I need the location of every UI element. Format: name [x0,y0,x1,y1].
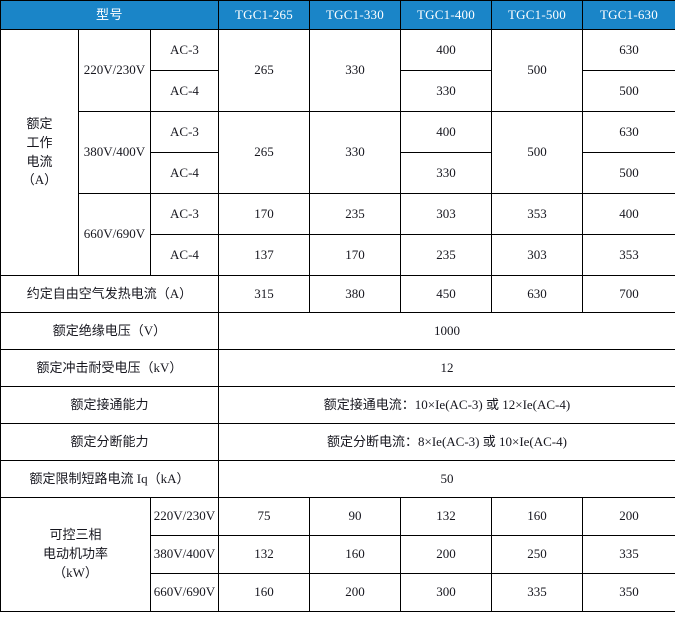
duty-label-ac3-660v: AC-3 [150,193,219,235]
motor-power-label-line-3: （kW） [53,564,98,580]
row-motor-power-220v: 可控三相 电动机功率 （kW） 220V/230V 75 90 132 160 … [0,497,675,612]
duty-label-ac3-380v: AC-3 [150,111,219,153]
motor-power-380v-tgc1-265: 132 [218,535,310,574]
cell-380v-tgc1-500: 500 [491,111,583,194]
rated-current-label-line-4: （A） [21,172,58,188]
motor-power-660v-tgc1-400: 300 [400,573,492,612]
row-rated-conditional-short-circuit-current: 额定限制短路电流 Iq（kA） 50 [0,460,675,498]
short-circuit-current-value: 50 [218,460,675,498]
motor-power-220v-tgc1-400: 132 [400,497,492,536]
thermal-current-tgc1-400: 450 [400,275,492,313]
row-rated-current-380v-ac3: 380V/400V AC-3 265 330 400 500 630 [1,111,675,194]
cell-220v-tgc1-500: 500 [491,29,583,112]
spec-label-breaking-capacity: 额定分断能力 [0,423,219,461]
row-motor-power-380v: 380V/400V 132 160 200 250 335 [1,535,675,574]
duty-label-ac4-380v: AC-4 [150,152,219,194]
motor-power-220v-tgc1-500: 160 [491,497,583,536]
voltage-label-660v: 660V/690V [78,193,151,276]
motor-power-220v-tgc1-630: 200 [582,497,675,536]
rated-current-label-line-1: 额定 [26,115,53,131]
row-rated-current-220v-ac3: 额定 工作 电流 （A） 220V/230V AC-3 265 330 400 … [0,29,675,276]
cell-660v-ac4-tgc1-265: 137 [218,234,310,276]
motor-power-380v-tgc1-330: 160 [309,535,401,574]
motor-power-label-line-1: 可控三相 [49,527,102,543]
impulse-voltage-value: 12 [218,349,675,387]
header-model-label: 型号 [0,0,219,30]
motor-voltage-label-380v: 380V/400V [150,535,219,574]
row-rated-impulse-withstand-voltage: 额定冲击耐受电压（kV） 12 [0,349,675,387]
row-rated-insulation-voltage: 额定绝缘电压（V） 1000 [0,312,675,350]
motor-power-660v-tgc1-330: 200 [309,573,401,612]
cell-660v-ac3-tgc1-400: 303 [400,193,492,235]
motor-power-label-line-2: 电动机功率 [42,546,108,562]
cell-220v-tgc1-265: 265 [218,29,310,112]
cell-220v-ac4-tgc1-400: 330 [400,70,492,112]
motor-power-220v-tgc1-330: 90 [309,497,401,536]
row-rated-breaking-capacity: 额定分断能力 额定分断电流：8×Ie(AC-3) 或 10×Ie(AC-4) [0,423,675,461]
row-rated-current-660v-ac3: 660V/690V AC-3 170 235 303 353 400 [1,193,675,276]
cell-220v-ac3-tgc1-400: 400 [400,29,492,71]
row-rated-current-660v-ac4: AC-4 137 170 235 303 353 [1,234,675,276]
rated-current-label-line-3: 电流 [26,153,53,169]
cell-380v-ac4-tgc1-400: 330 [400,152,492,194]
motor-power-380v-tgc1-500: 250 [491,535,583,574]
row-rated-current-380v-ac4: AC-4 330 500 [1,152,675,194]
header-model-tgc1-630: TGC1-630 [582,0,675,30]
cell-660v-ac3-tgc1-630: 400 [582,193,675,235]
duty-label-ac4-660v: AC-4 [150,234,219,276]
thermal-current-tgc1-500: 630 [491,275,583,313]
spec-label-short-circuit-current: 额定限制短路电流 Iq（kA） [0,460,219,498]
cell-660v-ac3-tgc1-500: 353 [491,193,583,235]
spec-label-thermal-current: 约定自由空气发热电流（A） [0,275,219,313]
thermal-current-tgc1-630: 700 [582,275,675,313]
duty-label-ac4-220v: AC-4 [150,70,219,112]
cell-660v-ac4-tgc1-330: 170 [309,234,401,276]
spec-label-impulse-voltage: 额定冲击耐受电压（kV） [0,349,219,387]
header-model-tgc1-265: TGC1-265 [218,0,310,30]
header-model-tgc1-500: TGC1-500 [491,0,583,30]
header-model-tgc1-400: TGC1-400 [400,0,492,30]
cell-660v-ac4-tgc1-500: 303 [491,234,583,276]
breaking-capacity-value: 额定分断电流：8×Ie(AC-3) 或 10×Ie(AC-4) [218,423,675,461]
cell-220v-ac3-tgc1-630: 630 [582,29,675,71]
cell-380v-ac3-tgc1-630: 630 [582,111,675,153]
cell-380v-tgc1-330: 330 [309,111,401,194]
motor-power-660v-tgc1-630: 350 [582,573,675,612]
cell-660v-ac3-tgc1-330: 235 [309,193,401,235]
cell-380v-ac4-tgc1-630: 500 [582,152,675,194]
row-conventional-thermal-current: 约定自由空气发热电流（A） 315 380 450 630 700 [0,275,675,313]
spec-label-insulation-voltage: 额定绝缘电压（V） [0,312,219,350]
duty-label-ac3-220v: AC-3 [150,29,219,71]
motor-power-380v-tgc1-630: 335 [582,535,675,574]
voltage-label-380v: 380V/400V [78,111,151,194]
row-rated-making-capacity: 额定接通能力 额定接通电流：10×Ie(AC-3) 或 12×Ie(AC-4) [0,386,675,424]
thermal-current-tgc1-265: 315 [218,275,310,313]
cell-380v-ac3-tgc1-400: 400 [400,111,492,153]
rated-current-label-line-2: 工作 [26,134,53,150]
motor-voltage-label-660v: 660V/690V [150,573,219,612]
voltage-label-220v: 220V/230V [78,29,151,112]
cell-220v-ac4-tgc1-630: 500 [582,70,675,112]
cell-660v-ac4-tgc1-630: 353 [582,234,675,276]
motor-voltage-label-220v: 220V/230V [150,497,219,536]
motor-power-660v-tgc1-265: 160 [218,573,310,612]
row-motor-power-660v: 660V/690V 160 200 300 335 350 [1,573,675,612]
motor-power-section-label: 可控三相 电动机功率 （kW） [0,497,151,612]
header-model-tgc1-330: TGC1-330 [309,0,401,30]
making-capacity-value: 额定接通电流：10×Ie(AC-3) 或 12×Ie(AC-4) [218,386,675,424]
table-header-row: 型号 TGC1-265 TGC1-330 TGC1-400 TGC1-500 T… [0,0,675,30]
rated-current-section-label: 额定 工作 电流 （A） [0,29,79,276]
cell-660v-ac3-tgc1-265: 170 [218,193,310,235]
motor-power-220v-tgc1-265: 75 [218,497,310,536]
insulation-voltage-value: 1000 [218,312,675,350]
thermal-current-tgc1-330: 380 [309,275,401,313]
motor-power-660v-tgc1-500: 335 [491,573,583,612]
specification-table: 型号 TGC1-265 TGC1-330 TGC1-400 TGC1-500 T… [0,0,675,612]
cell-660v-ac4-tgc1-400: 235 [400,234,492,276]
cell-380v-tgc1-265: 265 [218,111,310,194]
spec-label-making-capacity: 额定接通能力 [0,386,219,424]
motor-power-380v-tgc1-400: 200 [400,535,492,574]
cell-220v-tgc1-330: 330 [309,29,401,112]
